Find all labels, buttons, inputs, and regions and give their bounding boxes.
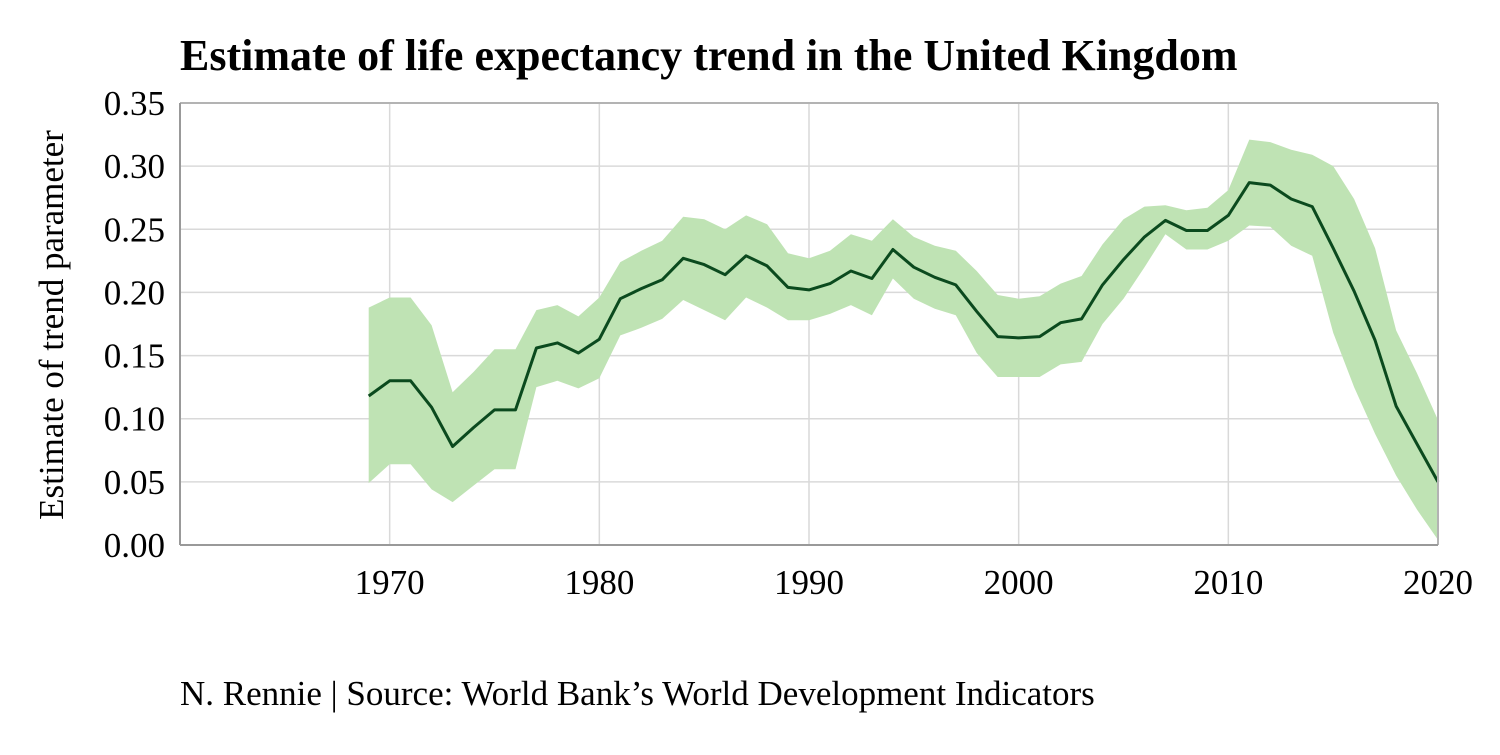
confidence-band [368,139,1439,540]
y-tick-label: 0.10 [104,400,165,439]
x-tick-label: 1990 [774,563,844,602]
x-tick-label: 2010 [1193,563,1263,602]
trend-line [367,181,1440,483]
y-tick-label: 0.20 [104,273,165,312]
tick-labels: 0.00 0.05 0.10 0.15 0.20 0.25 0.30 0.35 1970 1980… [104,84,1473,602]
y-tick-label: 0.35 [104,84,165,123]
y-tick-label: 0.00 [104,526,165,565]
y-axis-label: Estimate of trend parameter [32,130,71,520]
y-tick-label: 0.15 [104,337,165,376]
axes [179,102,1439,546]
source-caption: N. Rennie | Source: World Bank’s World D… [180,674,1095,713]
y-tick-label: 0.30 [104,147,165,186]
trend-line-layer [367,181,1440,483]
chart-title: Estimate of life expectancy trend in the… [180,31,1238,80]
y-tick-label: 0.05 [104,463,165,502]
confidence-band-layer [368,139,1439,540]
y-tick-label: 0.25 [104,210,165,249]
x-tick-label: 1980 [564,563,634,602]
x-tick-label: 1970 [355,563,425,602]
x-tick-label: 2020 [1403,563,1473,602]
x-tick-label: 2000 [984,563,1054,602]
